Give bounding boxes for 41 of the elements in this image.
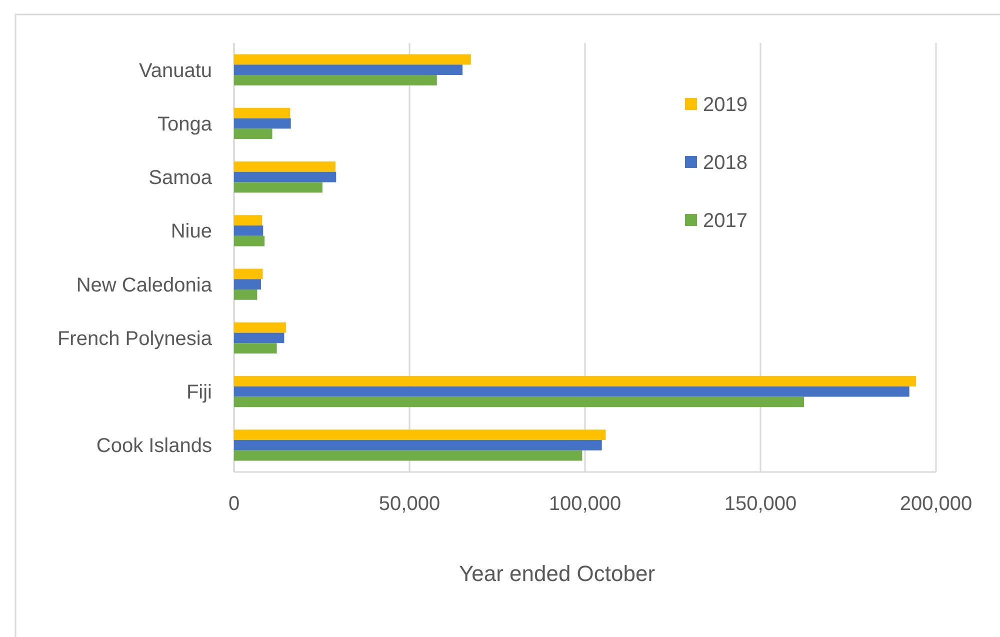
bar [234,128,272,139]
bar [234,236,265,246]
bar [234,279,262,290]
bar [234,54,471,65]
y-tick-label: French Polynesia [57,328,213,350]
x-tick-label: 100,000 [548,493,622,515]
y-tick-label: Fiji [186,382,212,404]
bar [234,162,336,172]
bar [234,386,910,397]
bar [234,74,437,86]
y-tick-label: Tonga [158,113,213,136]
bar [234,289,258,300]
bar [234,430,606,440]
bar [234,215,262,226]
legend-label: 2018 [703,152,748,174]
bar [234,182,322,193]
x-tick-label: 150,000 [724,493,797,515]
legend-label: 2019 [703,94,748,116]
x-tick-label: 200,000 [900,493,972,515]
bar [234,450,582,461]
bar [234,376,916,386]
bar [234,118,291,129]
bar [234,322,286,333]
y-tick-label: Cook Islands [96,435,212,458]
bar [234,108,290,118]
bar [234,268,263,280]
bar [234,226,264,236]
y-tick-label: Vanuatu [138,60,212,82]
bar [234,396,804,408]
bar [234,343,277,354]
x-tick-label: 0 [228,493,240,515]
y-tick-label: New Caledonia [76,274,213,296]
bar [234,64,462,75]
y-tick-label: Samoa [148,167,213,190]
x-tick-label: 50,000 [378,493,440,515]
x-axis-title: Year ended October [458,561,656,586]
bar [234,332,284,344]
y-tick-label: Niue [170,220,212,243]
legend-label: 2017 [703,210,748,232]
bar [234,440,602,450]
bar [234,172,336,182]
